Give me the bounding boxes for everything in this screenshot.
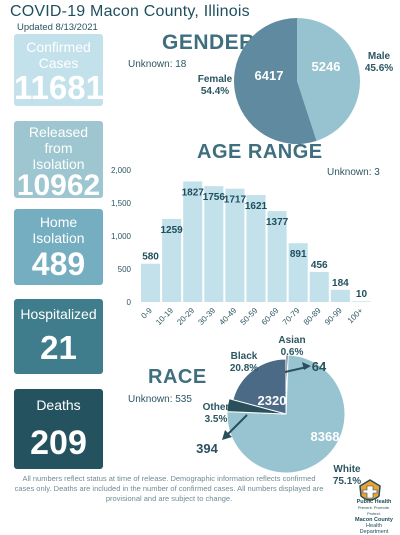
age-unknown-note: Unknown: 3 [327, 167, 380, 178]
race-asian-percent: 0.6% [280, 347, 304, 358]
race-other-value: 394 [196, 441, 218, 456]
age-bar [141, 263, 161, 302]
logo-text-line: Health Department [359, 523, 389, 535]
race-black-name: Black [230, 351, 258, 362]
race-other-arrow-head [222, 430, 232, 440]
age-bar-value: 891 [290, 249, 307, 260]
logo-text: Public Health Prevent. Promote. Protect.… [352, 499, 396, 535]
logo-text-line: Prevent. Promote. Protect. [357, 505, 391, 516]
age-bar-value: 1621 [245, 201, 268, 212]
age-ytick-label: 1,500 [111, 199, 132, 208]
race-other-arrow [225, 414, 248, 437]
age-bar-value: 1756 [203, 192, 226, 203]
gender-male-percent: 45.6% [364, 63, 394, 74]
race-black-label: Black 20.8% [224, 351, 264, 375]
released-from-isolation-card: Released from Isolation 10962 [14, 121, 103, 202]
gender-female-name: Female [197, 74, 233, 85]
gender-female-value: 6417 [255, 68, 284, 83]
age-bar-value: 184 [332, 278, 349, 289]
updated-date: Updated 8/13/2021 [17, 22, 98, 33]
gender-pie-chart: 6417 5246 [234, 18, 361, 144]
gender-male-label: Male 45.6% [358, 51, 400, 75]
race-asian-value: 64 [312, 359, 327, 374]
logo-text-line: Public Health [356, 499, 392, 505]
hospitalized-value: 21 [40, 329, 77, 366]
home-isolation-card: Home Isolation 489 [14, 209, 103, 285]
footnote: All numbers reflect status at time of re… [14, 474, 324, 503]
race-unknown-note: Unknown: 535 [128, 394, 192, 405]
age-range-title: AGE RANGE [197, 141, 323, 163]
race-black-value: 2320 [258, 393, 287, 408]
age-range-bar-chart: 05001,0001,5002,0005800-9125910-19182720… [111, 166, 371, 327]
home-isolation-label: Home Isolation [14, 209, 103, 246]
race-title: RACE [148, 366, 207, 388]
age-bar-value: 580 [142, 252, 159, 263]
age-bar [246, 195, 266, 302]
age-ytick-label: 1,000 [111, 232, 132, 241]
released-label: Released from Isolation [14, 121, 103, 172]
age-bar-value: 10 [356, 289, 368, 300]
confirmed-cases-value: 11681 [14, 69, 104, 106]
race-black-percent: 20.8% [229, 363, 259, 374]
confirmed-cases-label: Confirmed Cases [14, 34, 103, 71]
released-label-line: Released [28, 124, 89, 140]
race-other-name: Other [202, 402, 230, 413]
age-bar-value: 1717 [224, 195, 247, 206]
race-white-value: 8368 [311, 429, 340, 444]
hospitalized-card: Hospitalized 21 [14, 299, 103, 374]
released-label-line: Isolation [32, 156, 85, 172]
deaths-card: Deaths 209 [14, 389, 103, 469]
age-bar-value: 1259 [161, 225, 184, 236]
age-bar [330, 289, 350, 302]
gender-title: GENDER [162, 31, 255, 54]
gender-male-value: 5246 [312, 59, 341, 74]
race-white-label: White 75.1% [327, 464, 367, 488]
home-isolation-label-line: Home [39, 214, 78, 230]
age-ytick-label: 500 [118, 265, 132, 274]
age-bar-value: 456 [311, 260, 328, 271]
race-asian-name: Asian [278, 335, 306, 346]
age-bar [351, 301, 371, 302]
race-white-name: White [333, 464, 361, 475]
race-asian-label: Asian 0.6% [274, 335, 310, 359]
race-other-label: Other 3.5% [200, 402, 232, 426]
age-bar [183, 181, 203, 302]
home-isolation-value: 489 [31, 246, 86, 282]
race-white-percent: 75.1% [332, 476, 362, 487]
confirmed-cases-card: Confirmed Cases 11681 [14, 34, 104, 106]
age-bar-value: 1377 [266, 217, 289, 228]
age-bar [267, 211, 287, 302]
age-bar-value: 1827 [182, 187, 205, 198]
deaths-label: Deaths [36, 397, 81, 413]
gender-female-label: Female 54.4% [190, 74, 240, 98]
age-bar [225, 188, 245, 302]
race-slice-black [232, 358, 287, 415]
confirmed-cases-label-line: Confirmed [26, 39, 91, 55]
race-asian-arrow-head [302, 362, 311, 370]
race-pie-chart: 8368 2320 64 394 [196, 354, 346, 474]
age-ytick-label: 2,000 [111, 166, 132, 175]
released-value: 10962 [16, 169, 101, 202]
gender-female-percent: 54.4% [200, 86, 230, 97]
page-title: COVID-19 Macon County, Illinois [10, 3, 250, 20]
gender-slice-male [297, 18, 361, 141]
age-ytick-label: 0 [127, 298, 132, 307]
deaths-value: 209 [30, 424, 87, 462]
age-bar [204, 186, 224, 302]
age-bar [309, 271, 329, 302]
race-other-percent: 3.5% [204, 414, 228, 425]
gender-male-name: Male [367, 51, 391, 62]
released-label-line: from [44, 140, 73, 156]
gender-slice-female [234, 18, 317, 144]
health-department-logo [359, 479, 381, 501]
gender-unknown-note: Unknown: 18 [128, 59, 187, 70]
race-asian-arrow [284, 366, 308, 373]
home-isolation-label-line: Isolation [32, 230, 85, 246]
confirmed-cases-label-line: Cases [38, 55, 79, 71]
age-bar [288, 243, 308, 302]
age-bar [162, 218, 182, 302]
hospitalized-label: Hospitalized [20, 306, 97, 322]
